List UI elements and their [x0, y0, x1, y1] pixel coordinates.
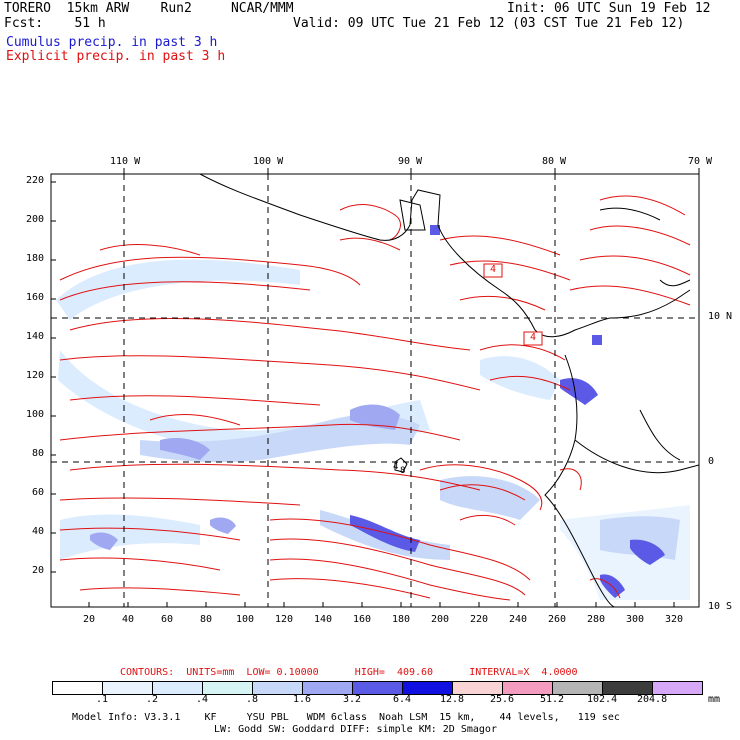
lat-label: 0 [708, 456, 715, 467]
y-tick-label: 80 [32, 448, 45, 459]
color-bar-swatch [553, 682, 603, 694]
top-ticks [123, 168, 700, 174]
y-tick-label: 180 [26, 253, 45, 264]
color-bar-swatch [353, 682, 403, 694]
color-bar-swatch [653, 682, 702, 694]
x-tick-label: 240 [509, 614, 528, 625]
color-bar-label: 204.8 [637, 694, 668, 705]
left-ticks [51, 181, 56, 573]
y-tick-label: 140 [26, 331, 45, 342]
lon-label: 80 W [542, 156, 567, 167]
color-bar-swatch [503, 682, 553, 694]
contour-value-box [483, 263, 503, 278]
model-info: Model Info: V3.3.1 KF YSU PBL WDM 6class… [72, 712, 620, 723]
color-bar-swatch [603, 682, 653, 694]
x-tick-label: 140 [314, 614, 333, 625]
precip-shading [56, 225, 690, 600]
y-tick-label: 200 [26, 214, 45, 225]
lon-label: 110 W [110, 156, 141, 167]
color-bar-label: 3.2 [343, 694, 362, 705]
x-tick-label: 40 [122, 614, 135, 625]
run-title: TORERO 15km ARW Run2 NCAR/MMM [4, 1, 294, 16]
lon-label: 90 W [398, 156, 423, 167]
y-tick-label: 60 [32, 487, 45, 498]
small-contour-label: 4 [393, 462, 399, 472]
explicit-precip-contours [59, 195, 691, 601]
color-bar-swatch [203, 682, 253, 694]
color-bar-label: .8 [246, 694, 259, 705]
contour-value-label: 4 [490, 264, 497, 275]
x-tick-label: 320 [665, 614, 684, 625]
field-label-cumulus: Cumulus precip. in past 3 h [6, 35, 218, 50]
y-tick-label: 40 [32, 526, 45, 537]
physics-info: LW: Godd SW: Goddard DIFF: simple KM: 2D… [214, 724, 497, 735]
color-bar-label: 1.6 [293, 694, 312, 705]
x-tick-label: 180 [392, 614, 411, 625]
valid-time: Valid: 09 UTC Tue 21 Feb 12 (03 CST Tue … [293, 16, 685, 31]
init-time: Init: 06 UTC Sun 19 Feb 12 [507, 1, 711, 16]
color-bar-label: 51.2 [540, 694, 565, 705]
lat-label: 10 S [708, 601, 733, 612]
y-tick-label: 160 [26, 292, 45, 303]
y-tick-label: 100 [26, 409, 45, 420]
color-bar-label: 102.4 [587, 694, 618, 705]
color-bar-label: 12.8 [440, 694, 465, 705]
latlon-grid [51, 174, 699, 607]
x-tick-label: 160 [353, 614, 372, 625]
x-tick-label: 260 [548, 614, 567, 625]
x-tick-label: 120 [275, 614, 294, 625]
contour-value-label: 4 [530, 332, 537, 343]
field-label-explicit: Explicit precip. in past 3 h [6, 49, 226, 64]
color-bar-swatch [153, 682, 203, 694]
x-tick-label: 80 [200, 614, 213, 625]
lon-label: 100 W [253, 156, 284, 167]
map-frame [50, 173, 700, 608]
coastlines [199, 174, 699, 607]
lon-label: 70 W [688, 156, 713, 167]
color-bar-swatch [403, 682, 453, 694]
small-contour-label: 8 [400, 466, 406, 476]
color-bar-swatch [53, 682, 103, 694]
x-tick-label: 200 [431, 614, 450, 625]
y-tick-label: 220 [26, 175, 45, 186]
x-tick-label: 20 [83, 614, 96, 625]
color-bar-unit: mm [708, 694, 721, 705]
color-bar-swatch [303, 682, 353, 694]
x-tick-label: 60 [161, 614, 174, 625]
x-tick-label: 100 [236, 614, 255, 625]
lat-label: 10 N [708, 311, 733, 322]
color-bar-label: .1 [96, 694, 109, 705]
color-bar-label: 25.6 [490, 694, 515, 705]
color-bar-swatch [103, 682, 153, 694]
y-tick-label: 20 [32, 565, 45, 576]
y-tick-label: 120 [26, 370, 45, 381]
color-bar-swatch [453, 682, 503, 694]
color-bar-label: 6.4 [393, 694, 412, 705]
bottom-ticks [88, 602, 675, 607]
color-bar-label: .2 [146, 694, 159, 705]
color-bar [52, 681, 703, 695]
contour-value-box [523, 331, 543, 346]
x-tick-label: 300 [626, 614, 645, 625]
contours-info: CONTOURS: UNITS=mm LOW= 0.10000 HIGH= 40… [120, 667, 578, 678]
x-tick-label: 220 [470, 614, 489, 625]
color-bar-swatch [253, 682, 303, 694]
forecast-hour: Fcst: 51 h [4, 16, 106, 31]
x-tick-label: 280 [587, 614, 606, 625]
color-bar-label: .4 [196, 694, 209, 705]
